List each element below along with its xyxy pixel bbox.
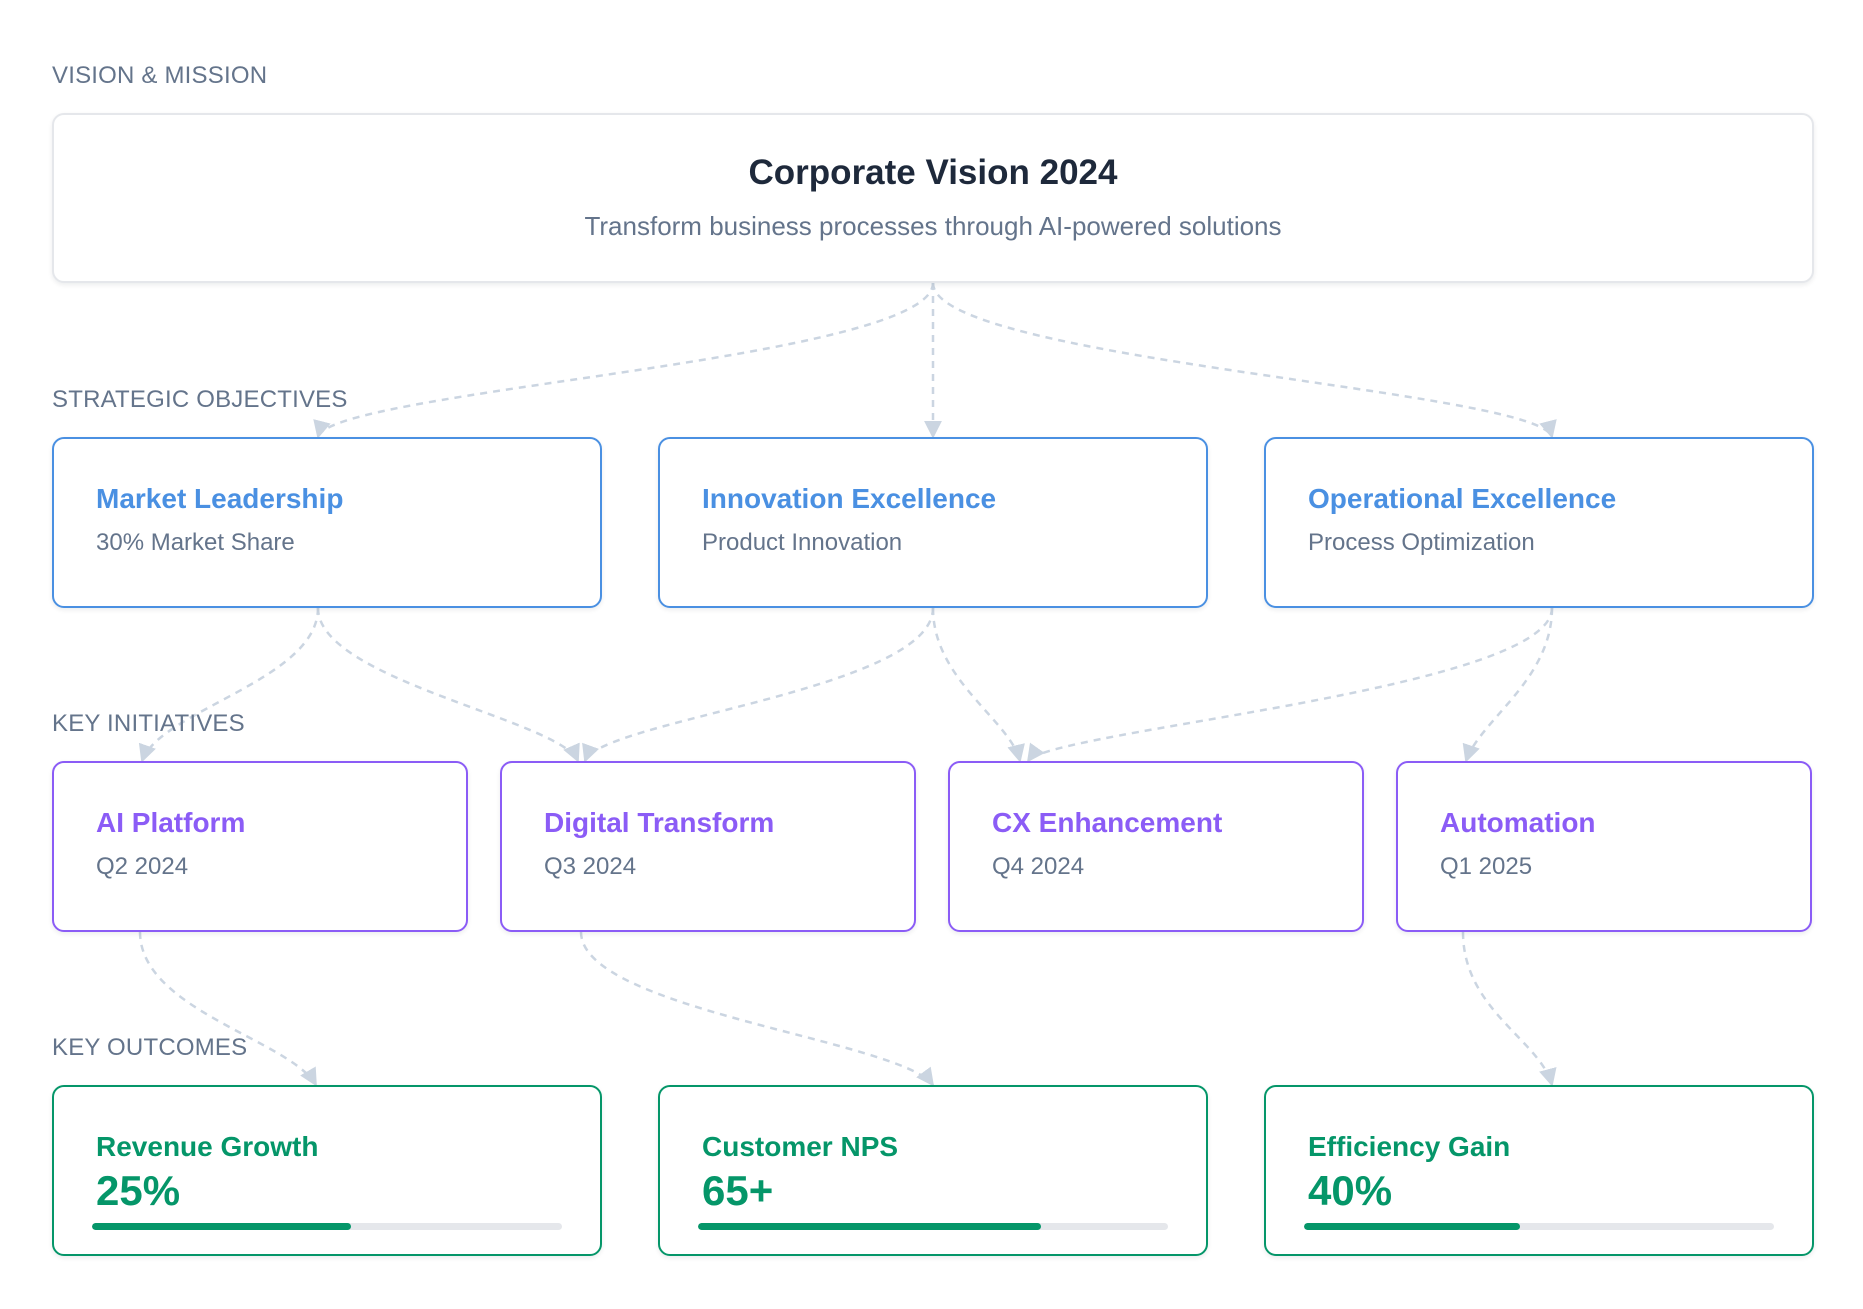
section-label-objectives: STRATEGIC OBJECTIVES [52,386,348,413]
objective-card-market-leadership[interactable]: Market Leadership 30% Market Share [52,437,602,608]
vision-subtitle: Transform business processes through AI-… [584,211,1282,241]
section-label-initiatives: KEY INITIATIVES [52,710,245,737]
link-market-ai [138,607,320,763]
link-innovation-digital [582,607,935,763]
outcome-progress-fill [1304,1223,1521,1230]
outcome-progress-fill [698,1223,1042,1230]
objective-card-operational-excellence[interactable]: Operational Excellence Process Optimizat… [1264,437,1814,608]
outcome-progress-track [698,1223,1168,1230]
link-vision-market [313,282,935,439]
objective-title: Market Leadership [96,483,344,514]
vision-title: Corporate Vision 2024 [748,153,1118,192]
link-vision-operational [931,282,1557,439]
outcome-value: 25% [96,1167,181,1214]
link-operational-cx [1026,607,1554,763]
outcome-card-efficiency-gain[interactable]: Efficiency Gain 40% [1264,1085,1814,1256]
objective-title: Operational Excellence [1308,483,1617,514]
outcome-card-customer-nps[interactable]: Customer NPS 65+ [658,1085,1208,1256]
initiative-date: Q4 2024 [992,853,1085,880]
objective-subtitle: Process Optimization [1308,529,1535,556]
outcome-progress-track [92,1223,562,1230]
vision-card[interactable]: Corporate Vision 2024 Transform business… [52,113,1814,283]
initiative-date: Q1 2025 [1440,853,1533,880]
link-innovation-cx [931,607,1025,763]
initiative-card-cx-enhancement[interactable]: CX Enhancement Q4 2024 [948,761,1364,932]
initiative-title: Automation [1440,807,1596,838]
outcome-value: 40% [1308,1167,1393,1214]
outcome-title: Customer NPS [702,1131,899,1162]
outcome-title: Efficiency Gain [1308,1131,1511,1162]
link-digital-nps [579,931,935,1087]
objective-subtitle: 30% Market Share [96,529,295,556]
section-label-vision: VISION & MISSION [52,62,268,89]
objective-title: Innovation Excellence [702,483,997,514]
link-automation-efficiency [1461,931,1557,1087]
initiative-title: CX Enhancement [992,807,1223,838]
initiative-title: AI Platform [96,807,246,838]
link-market-digital [316,607,580,763]
link-operational-automation [1462,607,1554,763]
section-label-outcomes: KEY OUTCOMES [52,1034,248,1061]
initiative-card-automation[interactable]: Automation Q1 2025 [1396,761,1812,932]
outcome-card-revenue-growth[interactable]: Revenue Growth 25% [52,1085,602,1256]
initiative-date: Q2 2024 [96,853,189,880]
initiative-card-ai-platform[interactable]: AI Platform Q2 2024 [52,761,468,932]
objective-card-innovation-excellence[interactable]: Innovation Excellence Product Innovation [658,437,1208,608]
initiative-date: Q3 2024 [544,853,637,880]
link-ai-revenue [138,931,318,1087]
objective-subtitle: Product Innovation [702,529,903,556]
initiative-card-digital-transform[interactable]: Digital Transform Q3 2024 [500,761,916,932]
outcome-value: 65+ [702,1167,774,1214]
initiative-title: Digital Transform [544,807,775,838]
outcome-progress-fill [92,1223,351,1230]
outcome-title: Revenue Growth [96,1131,319,1162]
outcome-progress-track [1304,1223,1774,1230]
